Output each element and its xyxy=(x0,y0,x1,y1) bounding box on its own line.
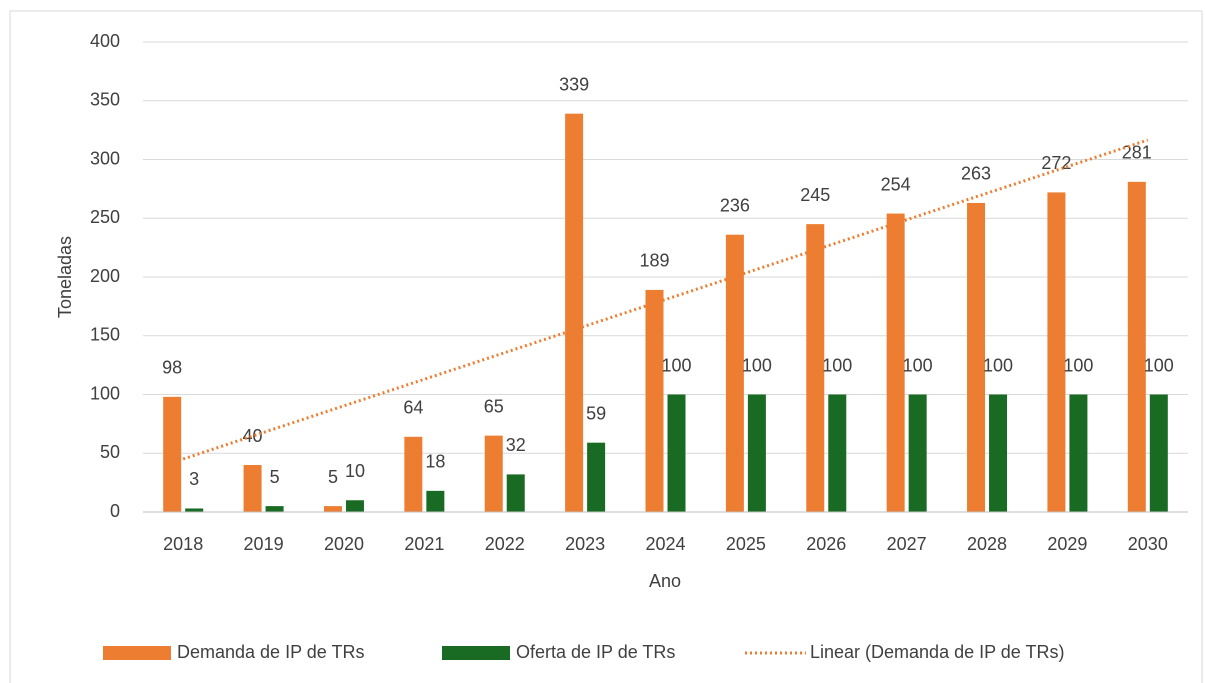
x-tick-label: 2029 xyxy=(1047,534,1087,554)
bar xyxy=(989,394,1008,512)
bar xyxy=(908,394,927,512)
y-tick-label: 350 xyxy=(90,90,120,110)
data-label: 100 xyxy=(1063,355,1093,375)
y-tick-label: 200 xyxy=(90,266,120,286)
data-label: 5 xyxy=(270,467,280,487)
data-label: 281 xyxy=(1122,143,1152,163)
bar xyxy=(886,213,905,513)
bar xyxy=(163,396,182,512)
x-tick-label: 2026 xyxy=(806,534,846,554)
data-label: 59 xyxy=(586,403,606,423)
data-label: 245 xyxy=(800,185,830,205)
y-tick-label: 400 xyxy=(90,31,120,51)
data-label: 339 xyxy=(559,74,589,94)
y-tick-label: 50 xyxy=(100,442,120,462)
bar xyxy=(587,442,606,512)
x-tick-label: 2018 xyxy=(163,534,203,554)
legend-label: Linear (Demanda de IP de TRs) xyxy=(810,642,1064,662)
data-label: 189 xyxy=(639,251,669,271)
x-tick-label: 2023 xyxy=(565,534,605,554)
bar xyxy=(967,202,986,512)
data-label: 10 xyxy=(345,461,365,481)
bar xyxy=(1047,192,1066,512)
x-tick-label: 2022 xyxy=(485,534,525,554)
data-label: 3 xyxy=(189,469,199,489)
bar xyxy=(806,224,825,512)
bar xyxy=(645,289,664,512)
y-axis-title: Toneladas xyxy=(55,236,75,318)
y-tick-label: 100 xyxy=(90,383,120,403)
x-tick-label: 2020 xyxy=(324,534,364,554)
x-tick-label: 2019 xyxy=(244,534,284,554)
legend-label: Oferta de IP de TRs xyxy=(516,642,675,662)
data-label: 100 xyxy=(983,355,1013,375)
x-tick-label: 2028 xyxy=(967,534,1007,554)
bar xyxy=(747,394,766,512)
bar xyxy=(506,474,525,512)
bar xyxy=(243,465,262,512)
data-label: 5 xyxy=(328,467,338,487)
bar xyxy=(185,508,204,512)
data-label: 272 xyxy=(1041,153,1071,173)
bar xyxy=(1069,394,1088,512)
bar xyxy=(1149,394,1168,512)
x-axis-title: Ano xyxy=(649,571,681,591)
chart-border xyxy=(9,10,1203,683)
data-label: 100 xyxy=(903,355,933,375)
bar xyxy=(426,490,445,512)
bar xyxy=(323,506,342,512)
x-tick-label: 2021 xyxy=(404,534,444,554)
y-tick-label: 300 xyxy=(90,148,120,168)
data-label: 65 xyxy=(484,396,504,416)
data-label: 263 xyxy=(961,164,991,184)
bar xyxy=(667,394,686,512)
data-label: 100 xyxy=(822,355,852,375)
data-label: 18 xyxy=(425,452,445,472)
bar xyxy=(484,435,503,512)
x-tick-label: 2030 xyxy=(1128,534,1168,554)
legend-swatch xyxy=(103,646,171,660)
x-tick-label: 2025 xyxy=(726,534,766,554)
bar xyxy=(265,506,284,512)
bar xyxy=(1127,181,1146,512)
data-label: 64 xyxy=(403,398,423,418)
x-tick-label: 2024 xyxy=(645,534,685,554)
bar xyxy=(565,113,584,513)
trendline xyxy=(182,138,1149,461)
x-tick-label: 2027 xyxy=(887,534,927,554)
y-tick-label: 250 xyxy=(90,207,120,227)
legend-label: Demanda de IP de TRs xyxy=(177,642,364,662)
y-tick-label: 0 xyxy=(110,501,120,521)
data-label: 32 xyxy=(506,435,526,455)
bar xyxy=(828,394,847,512)
legend-swatch xyxy=(442,646,510,660)
data-label: 40 xyxy=(243,426,263,446)
data-label: 254 xyxy=(881,174,911,194)
data-label: 100 xyxy=(742,355,772,375)
bar xyxy=(404,436,423,512)
bar xyxy=(725,234,744,512)
data-label: 236 xyxy=(720,195,750,215)
bar xyxy=(345,500,364,512)
y-tick-label: 150 xyxy=(90,325,120,345)
data-label: 98 xyxy=(162,358,182,378)
data-label: 100 xyxy=(661,355,691,375)
data-label: 100 xyxy=(1144,355,1174,375)
